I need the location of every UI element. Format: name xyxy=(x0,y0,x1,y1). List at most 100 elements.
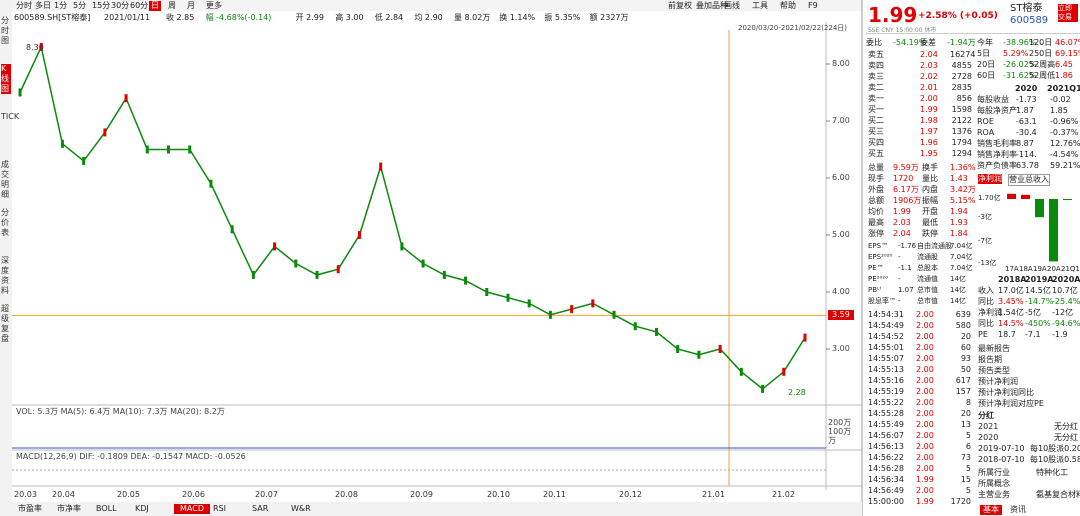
report-field: 最新报告 xyxy=(978,344,1010,353)
perf-field: 60日 xyxy=(977,71,996,80)
sidebar-tab[interactable]: 深度资料 xyxy=(1,256,9,295)
info-field: 振 5.35% xyxy=(544,13,581,22)
tool-button[interactable]: 工具 xyxy=(752,1,768,10)
tick-time: 14:55:01 xyxy=(868,343,904,352)
sidebar-tab[interactable]: TICK xyxy=(1,112,20,121)
sidebar-tab[interactable]: 分价表 xyxy=(1,208,9,237)
report-field: 报告期 xyxy=(978,355,1002,364)
tool-button[interactable]: 帮助 xyxy=(780,1,796,10)
profit-table-cell: 2020A xyxy=(1052,275,1080,284)
y-tick-label: 6.00 xyxy=(832,173,850,182)
valuation-field: 14亿 xyxy=(950,286,966,294)
candle xyxy=(60,139,64,148)
fin-field: 63.78 xyxy=(1016,161,1039,170)
info-field: 均 2.90 xyxy=(414,13,443,22)
panel-tab[interactable]: 资讯 xyxy=(1010,505,1026,514)
book-price: 1.99 xyxy=(920,105,938,114)
fin-field: 销售净利率 xyxy=(977,150,1017,159)
dividend-text: 每10股派0.58 xyxy=(1030,455,1080,464)
book-level: 买一 xyxy=(868,105,884,114)
profit-table-cell: -1.9 xyxy=(1052,330,1068,339)
profit-table-cell: PE xyxy=(978,330,988,339)
date-label: 20.08 xyxy=(335,490,358,499)
candle xyxy=(506,293,510,302)
candle xyxy=(357,231,361,239)
stat-field: 均价 xyxy=(868,207,884,216)
book-level: 卖四 xyxy=(868,61,884,70)
panel-tab[interactable]: 基本 xyxy=(980,505,1002,515)
indicator-tab[interactable]: 市盈率 xyxy=(18,504,42,513)
period-tab[interactable]: 60分 xyxy=(130,1,149,10)
trade-button[interactable]: 立即交易 xyxy=(1058,4,1078,22)
period-tab[interactable]: 15分 xyxy=(92,1,111,10)
sidebar-tab[interactable]: K线图 xyxy=(1,64,11,94)
tick-time: 14:56:22 xyxy=(868,453,904,462)
tick-volume: 5 xyxy=(965,431,971,440)
book-volume: 2835 xyxy=(951,83,972,92)
dividend-date: 2020 xyxy=(978,433,999,442)
indicator-tab[interactable]: KDJ xyxy=(135,504,149,513)
tick-volume: 6 xyxy=(965,442,971,451)
indicator-tab[interactable]: 市净率 xyxy=(57,504,81,513)
valuation-field: 7.04亿 xyxy=(950,253,973,261)
candle xyxy=(739,367,743,376)
stat-field: 现手 xyxy=(868,174,884,183)
stat-field: 量比 xyxy=(922,174,938,183)
profit-table-cell: -14.7% xyxy=(1025,297,1054,306)
period-tab[interactable]: 1分 xyxy=(54,1,68,10)
indicator-tab[interactable]: RSI xyxy=(213,504,226,513)
profit-table-cell: 14.5% xyxy=(998,319,1024,328)
info-field: 低 2.84 xyxy=(374,13,404,22)
profit-table-cell: -12亿 xyxy=(1052,308,1074,317)
tool-button[interactable]: 叠加品种 xyxy=(696,1,728,10)
tool-button[interactable]: 画线 xyxy=(724,1,740,10)
tick-time: 14:55:13 xyxy=(868,365,904,374)
stat-field: 9.59万 xyxy=(893,163,919,172)
profit-table-cell: 10.7亿 xyxy=(1052,286,1078,295)
period-tab[interactable]: 周 xyxy=(168,1,176,10)
period-tab[interactable]: 30分 xyxy=(111,1,130,10)
perf-field: 5日 xyxy=(977,49,991,58)
indicator-tab[interactable]: SAR xyxy=(252,504,269,513)
indicator-tab[interactable]: BOLL xyxy=(96,504,117,513)
valuation-field: -1.76 xyxy=(898,242,917,250)
valuation-field: 自由流通股 xyxy=(917,242,952,250)
concept-label: 所属概念 xyxy=(978,479,1010,488)
perf-field: 今年 xyxy=(977,38,993,47)
period-tab[interactable]: 分时 xyxy=(16,1,32,10)
dividend-date: 2021 xyxy=(978,422,999,431)
period-tab[interactable]: 多日 xyxy=(35,1,51,10)
tool-button[interactable]: F9 xyxy=(808,1,818,10)
candle xyxy=(273,242,277,251)
period-tab[interactable]: 月 xyxy=(187,1,195,10)
indicator-tab[interactable]: MACD xyxy=(174,504,210,514)
stat-field: 1.43 xyxy=(950,174,968,183)
indicator-tab[interactable]: W&R xyxy=(291,504,311,513)
fin-field: 1.87 xyxy=(1016,106,1034,115)
y-tick-label: 7.00 xyxy=(832,116,850,125)
tick-time: 14:54:31 xyxy=(868,310,904,319)
info-field: 量 8.02万 xyxy=(454,13,491,22)
date-label: 20.09 xyxy=(410,490,433,499)
valuation-field: 总市值 xyxy=(917,286,938,294)
period-tab[interactable]: 日 xyxy=(149,1,161,11)
profit-tab[interactable]: 营业总收入 xyxy=(1008,174,1050,186)
candle xyxy=(315,270,319,279)
book-volume: 2728 xyxy=(951,72,972,81)
profit-tab[interactable]: 净利润 xyxy=(978,174,1002,184)
sidebar-tab[interactable]: 成交明细 xyxy=(1,160,9,199)
sidebar-tab[interactable]: 超级复盘 xyxy=(1,304,9,343)
fin-field: -63.1 xyxy=(1016,117,1037,126)
period-tab[interactable]: 5分 xyxy=(73,1,87,10)
sidebar-tab[interactable]: 分时图 xyxy=(1,16,9,45)
stat-field: 1.93 xyxy=(950,218,968,227)
candle xyxy=(294,259,298,268)
tool-button[interactable]: 前复权 xyxy=(668,1,692,10)
candle xyxy=(251,270,255,279)
stat-field: 换手 xyxy=(922,163,938,172)
candle xyxy=(379,162,383,171)
period-tab[interactable]: 更多 xyxy=(206,1,222,10)
candle xyxy=(464,276,468,285)
tick-volume: 15 xyxy=(960,475,971,484)
